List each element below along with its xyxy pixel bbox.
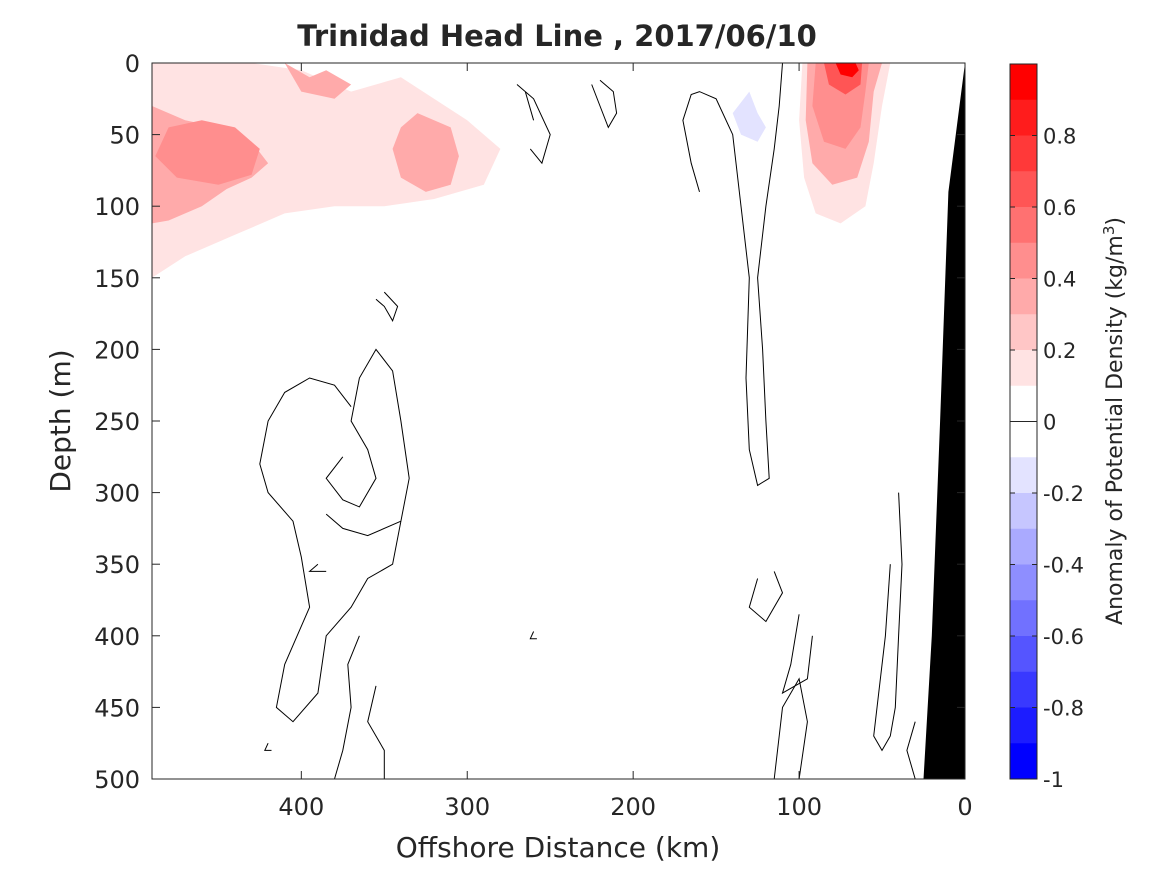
density-anomaly-fills (152, 63, 899, 364)
y-tick-label: 300 (94, 480, 140, 508)
colorbar-swatch (1010, 600, 1037, 637)
colorbar-swatch (1010, 636, 1037, 673)
colorbar-swatch (1010, 278, 1037, 315)
zero-contour (873, 492, 903, 752)
colorbar-swatch (1010, 207, 1037, 244)
y-tick-label: 150 (94, 265, 140, 293)
land-mask (923, 63, 965, 779)
colorbar-tick-label: 0.8 (1043, 125, 1076, 149)
colorbar-swatch (1010, 64, 1037, 101)
colorbar-swatch (1010, 350, 1037, 387)
y-tick-label: 450 (94, 694, 140, 722)
colorbar-swatch (1010, 171, 1037, 208)
zero-contour (529, 631, 537, 640)
negative-anomaly (732, 91, 766, 142)
x-tick-label: 300 (444, 793, 490, 821)
zero-contour (748, 571, 784, 623)
positive-anomaly-offshore (284, 63, 352, 99)
y-tick-label: 400 (94, 623, 140, 651)
x-tick-label: 400 (278, 793, 324, 821)
zero-contour (308, 563, 327, 572)
zero-contour (781, 614, 813, 695)
colorbar-swatch (1010, 457, 1037, 494)
colorbar-swatch (1010, 99, 1037, 136)
y-tick-label: 500 (94, 766, 140, 794)
colorbar-ticks: 0.8 0.6 0.4 0.2 0 -0.2 -0.4 -0.6 -0.8 -1 (1010, 125, 1084, 792)
colorbar-tick-label: 0 (1043, 411, 1056, 435)
zero-contour (906, 721, 916, 780)
colorbar-tick-label: -1 (1043, 768, 1064, 792)
continental-slope-mask (923, 63, 965, 779)
y-axis-ticks: 0 50 100 150 200 250 300 350 400 450 500 (94, 50, 965, 794)
zero-contour (259, 348, 410, 723)
zero-contour (367, 685, 385, 779)
colorbar-swatch (1010, 743, 1037, 780)
colorbar-swatches (1010, 64, 1037, 780)
y-tick-label: 0 (125, 50, 140, 78)
plot-area (151, 62, 966, 780)
y-tick-label: 100 (94, 193, 140, 221)
colorbar-swatch (1010, 135, 1037, 172)
x-tick-label: 200 (610, 793, 656, 821)
zero-contour (325, 513, 402, 537)
positive-anomaly-coastal (835, 63, 859, 78)
colorbar-swatch (1010, 707, 1037, 744)
positive-anomaly-midshelf (633, 63, 700, 235)
y-tick-label: 350 (94, 551, 140, 579)
zero-contour (773, 677, 808, 780)
y-axis-label: Depth (m) (44, 349, 77, 492)
colorbar: 0.8 0.6 0.4 0.2 0 -0.2 -0.4 -0.6 -0.8 -1 (1009, 63, 1084, 792)
colorbar-tick-label: -0.6 (1043, 625, 1084, 649)
colorbar-tick-label: 0.4 (1043, 268, 1076, 292)
y-tick-label: 250 (94, 408, 140, 436)
colorbar-label: Anomaly of Potential Density (kg/m3) (1100, 217, 1128, 625)
colorbar-swatch (1010, 528, 1037, 565)
chart-title: Trinidad Head Line , 2017/06/10 (297, 19, 817, 53)
x-axis-ticks: 400 300 200 100 0 (278, 63, 973, 821)
x-axis-label: Offshore Distance (km) (396, 831, 721, 864)
colorbar-tick-label: 0.6 (1043, 196, 1076, 220)
zero-contour (516, 84, 551, 165)
zero-contour (591, 79, 618, 129)
colorbar-swatch (1010, 564, 1037, 601)
zero-contour (375, 291, 399, 322)
zero-contour-lines (259, 62, 916, 780)
colorbar-swatch (1010, 671, 1037, 708)
colorbar-swatch (1010, 493, 1037, 530)
positive-anomaly-offshore (392, 113, 459, 192)
colorbar-tick-label: -0.4 (1043, 554, 1084, 578)
colorbar-swatch (1010, 421, 1037, 458)
zero-contour (682, 62, 783, 487)
colorbar-tick-label: -0.2 (1043, 482, 1084, 506)
y-tick-label: 50 (109, 122, 140, 150)
colorbar-swatch (1010, 385, 1037, 422)
x-tick-label: 0 (957, 793, 972, 821)
x-tick-label: 100 (776, 793, 822, 821)
colorbar-swatch (1010, 314, 1037, 351)
positive-anomaly-offshore (152, 63, 501, 278)
y-tick-label: 200 (94, 336, 140, 364)
colorbar-tick-label: -0.8 (1043, 697, 1084, 721)
positive-anomaly-offshore (198, 141, 244, 178)
colorbar-tick-label: 0.2 (1043, 339, 1076, 363)
zero-contour (264, 742, 272, 751)
zero-contour (334, 635, 360, 780)
colorbar-swatch (1010, 242, 1037, 279)
